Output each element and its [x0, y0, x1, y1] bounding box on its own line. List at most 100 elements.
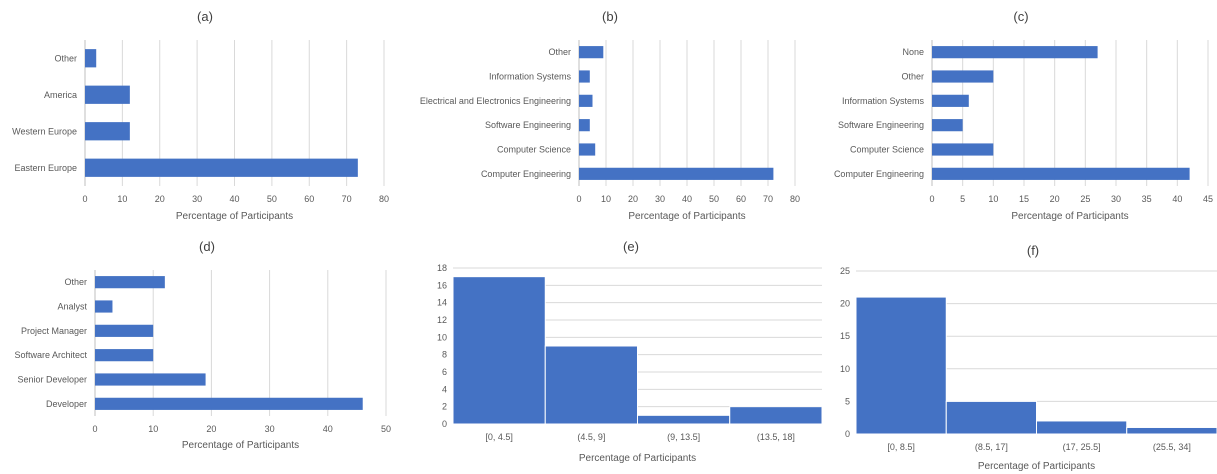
x-tick-label: (25.5, 34]: [1153, 442, 1191, 452]
x-tick-label: 30: [192, 194, 202, 204]
x-tick-label: 80: [379, 194, 389, 204]
x-tick-label: 30: [265, 424, 275, 434]
category-label: Other: [54, 53, 77, 63]
chart-panel-f: (f) 0 5 10 15 20 25 [0, 8.5] (8.5, 17] (17, 25.5]…: [840, 243, 1217, 472]
bar: [579, 70, 590, 83]
x-tick-label: 10: [988, 194, 998, 204]
x-tick-label: [0, 4.5]: [485, 432, 513, 442]
panel-title: (b): [602, 9, 618, 24]
bar: [579, 143, 596, 156]
x-tick-label: 80: [790, 194, 800, 204]
bar: [932, 94, 969, 107]
x-tick-label: 20: [628, 194, 638, 204]
category-label: Computer Engineering: [481, 169, 571, 179]
histogram-bar: [544, 345, 638, 425]
category-label: Senior Developer: [17, 375, 87, 385]
bar: [579, 46, 604, 59]
y-tick-label: 0: [442, 419, 447, 429]
x-tick-label: 0: [576, 194, 581, 204]
bar: [932, 70, 994, 83]
x-tick-label: 40: [323, 424, 333, 434]
x-axis-label: Percentage of Participants: [579, 453, 696, 464]
bar: [95, 324, 154, 337]
bar: [95, 397, 363, 410]
bar: [95, 349, 154, 362]
histogram-bar: [945, 400, 1037, 435]
x-tick-label: (8.5, 17]: [975, 442, 1008, 452]
bar: [95, 300, 113, 313]
x-axis-label: Percentage of Participants: [978, 461, 1095, 472]
bar: [579, 167, 774, 180]
bar: [932, 46, 1098, 59]
x-tick-label: 10: [148, 424, 158, 434]
y-tick-label: 20: [840, 299, 850, 309]
category-label: Developer: [46, 399, 87, 409]
panel-title: (e): [623, 239, 639, 254]
x-tick-label: 70: [342, 194, 352, 204]
category-label: Western Europe: [12, 126, 77, 136]
histogram-bar: [1126, 426, 1217, 435]
panel-title: (f): [1027, 243, 1039, 258]
histogram-bar: [729, 406, 823, 425]
y-tick-label: 14: [437, 298, 447, 308]
x-tick-label: (9, 13.5]: [667, 432, 700, 442]
x-tick-label: 45: [1203, 194, 1213, 204]
y-tick-label: 5: [845, 396, 850, 406]
chart-panel-a: (a) 0 10 20 30 40 50 60 70 80 Other America Western …: [12, 9, 389, 222]
category-label: Other: [548, 47, 571, 57]
panel-title: (a): [197, 9, 213, 24]
category-label: Computer Engineering: [834, 169, 924, 179]
x-tick-label: 0: [82, 194, 87, 204]
chart-panel-b: (b) 0 10 20 30 40 50 60 70 80 Other Information Sys…: [420, 9, 800, 222]
x-tick-label: (4.5, 9]: [577, 432, 605, 442]
chart-panel-e: (e) 0 2 4 6 8 10 12 14 16 18 [0, 4.5] (4.5, 9] (9, 13…: [437, 239, 823, 464]
x-tick-label: 30: [655, 194, 665, 204]
panel-title: (d): [199, 239, 215, 254]
category-label: Computer Science: [850, 145, 924, 155]
bar: [85, 49, 97, 68]
category-label: Other: [64, 277, 87, 287]
bar: [932, 143, 994, 156]
x-tick-label: 60: [736, 194, 746, 204]
y-tick-label: 16: [437, 280, 447, 290]
x-tick-label: 40: [1172, 194, 1182, 204]
x-tick-label: 25: [1080, 194, 1090, 204]
x-tick-label: 70: [763, 194, 773, 204]
y-tick-label: 6: [442, 367, 447, 377]
bar: [95, 276, 165, 289]
x-axis-label: Percentage of Participants: [176, 211, 293, 222]
x-axis-label: Percentage of Participants: [182, 440, 299, 451]
category-label: None: [902, 47, 924, 57]
x-tick-label: 5: [960, 194, 965, 204]
bar: [932, 119, 963, 132]
x-tick-label: 60: [304, 194, 314, 204]
y-tick-label: 8: [442, 350, 447, 360]
category-label: Computer Science: [497, 145, 571, 155]
x-tick-label: 50: [709, 194, 719, 204]
y-tick-label: 18: [437, 263, 447, 273]
y-tick-label: 12: [437, 315, 447, 325]
chart-panel-d: (d) 0 10 20 30 40 50 Other Analyst Project Manage…: [14, 239, 391, 451]
bar: [85, 85, 130, 104]
category-label: Eastern Europe: [14, 163, 77, 173]
x-tick-label: 35: [1142, 194, 1152, 204]
x-tick-label: 0: [92, 424, 97, 434]
y-tick-label: 15: [840, 331, 850, 341]
category-label: America: [44, 90, 77, 100]
x-tick-label: (17, 25.5]: [1063, 442, 1101, 452]
category-label: Information Systems: [489, 72, 572, 82]
x-tick-label: 30: [1111, 194, 1121, 204]
category-label: Analyst: [57, 302, 87, 312]
x-tick-label: 20: [1050, 194, 1060, 204]
y-tick-label: 0: [845, 429, 850, 439]
category-label: Information Systems: [842, 96, 925, 106]
histogram-bar: [452, 276, 546, 425]
x-tick-label: 15: [1019, 194, 1029, 204]
bar: [932, 167, 1190, 180]
panel-title: (c): [1013, 9, 1028, 24]
bar: [85, 122, 130, 141]
y-tick-label: 4: [442, 384, 447, 394]
x-tick-label: [0, 8.5]: [887, 442, 915, 452]
x-axis-label: Percentage of Participants: [628, 211, 745, 222]
